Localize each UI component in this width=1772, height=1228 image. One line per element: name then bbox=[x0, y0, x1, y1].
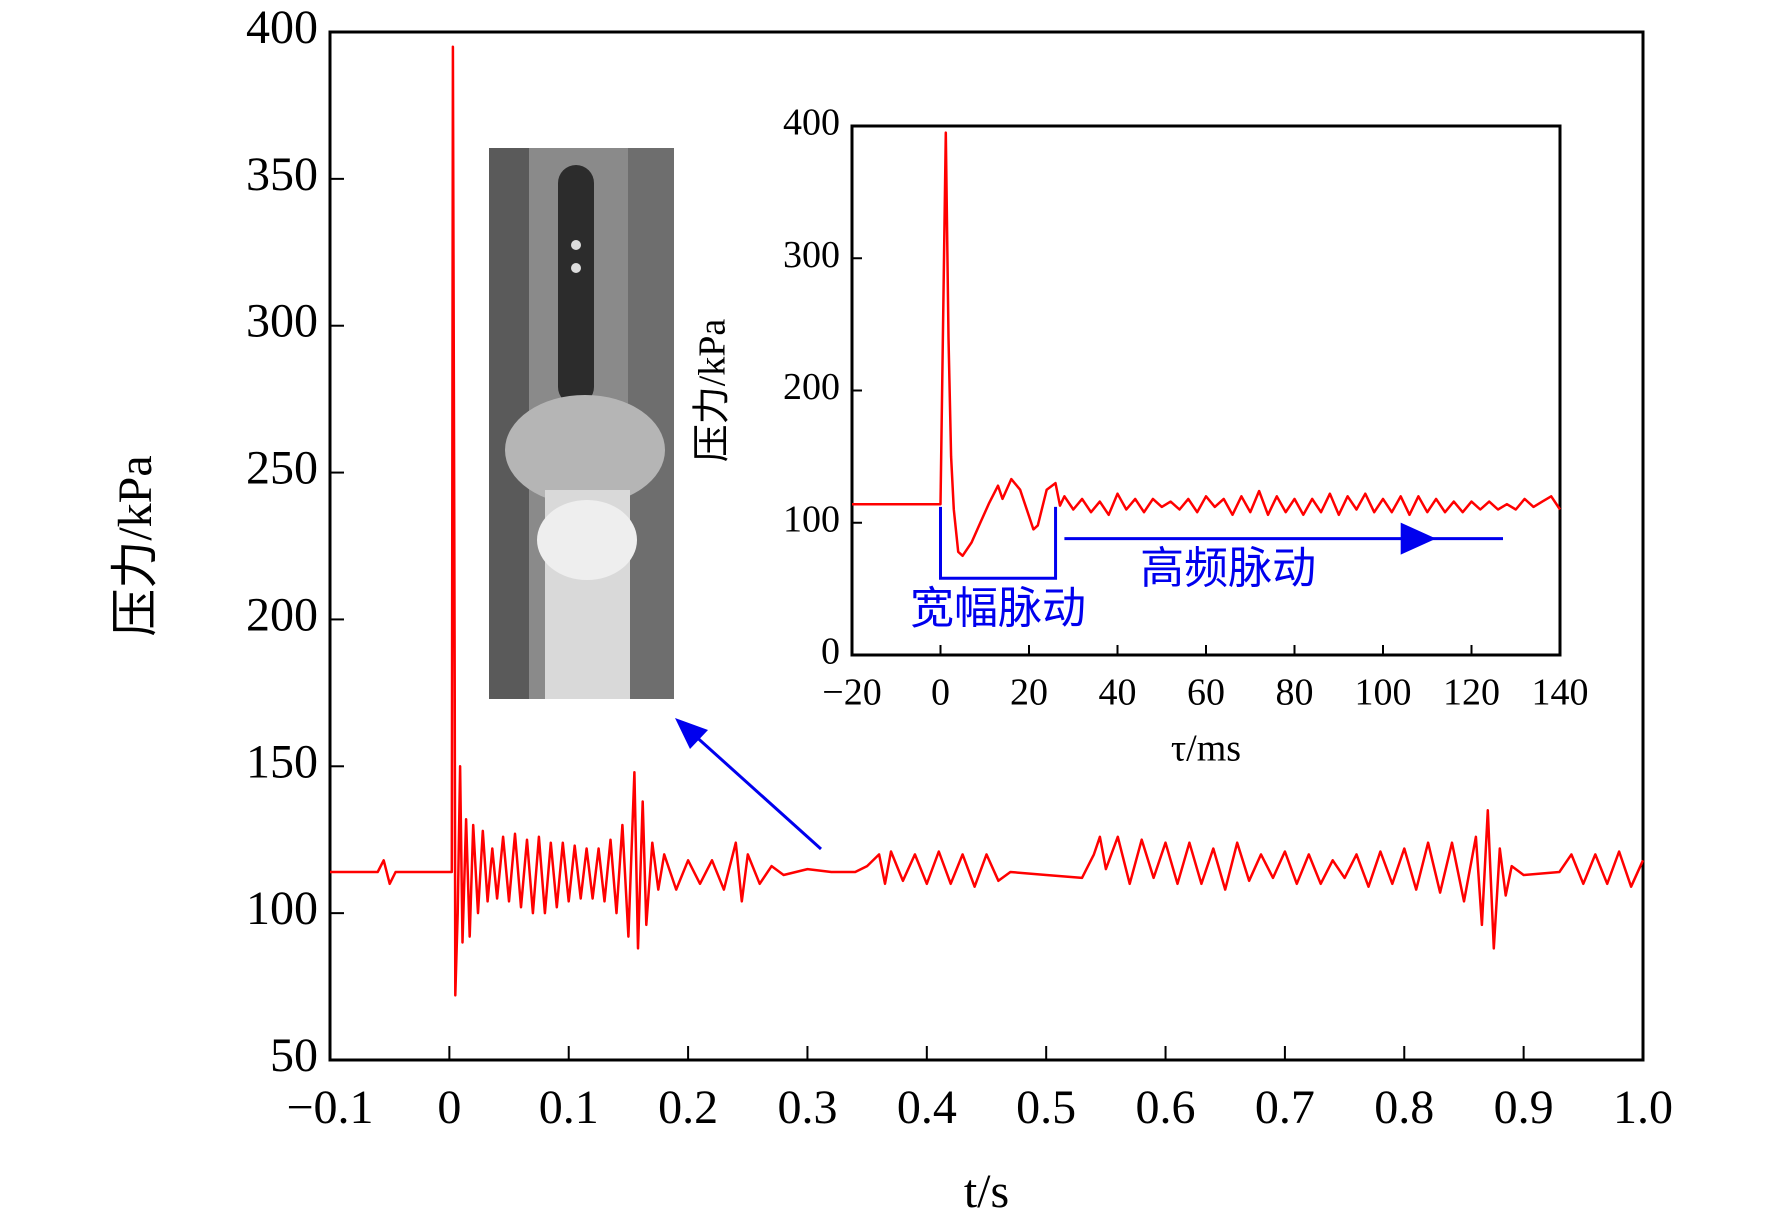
bracket bbox=[939, 506, 1058, 580]
x-tick-label: 0.8 bbox=[1374, 1081, 1434, 1134]
x-tick-label: 0.7 bbox=[1255, 1081, 1315, 1134]
x-tick-label: 0.9 bbox=[1494, 1081, 1554, 1134]
x-tick-label: 20 bbox=[1010, 672, 1048, 714]
arrow-head bbox=[1400, 522, 1437, 555]
x-tick-label: 0.4 bbox=[897, 1081, 957, 1134]
x-tick-label: 60 bbox=[1187, 672, 1225, 714]
x-tick-label: 0.2 bbox=[658, 1081, 718, 1134]
annotation: 宽幅脉动 bbox=[910, 584, 1086, 633]
y-tick-label: 300 bbox=[783, 234, 840, 276]
x-tick-label: 0.3 bbox=[777, 1081, 837, 1134]
y-tick-label: 300 bbox=[246, 295, 318, 348]
y-axis-title: 压力/kPa bbox=[109, 455, 162, 636]
y-tick-label: 0 bbox=[821, 631, 840, 673]
x-tick-label: 100 bbox=[1355, 672, 1412, 714]
y-tick-label: 250 bbox=[246, 442, 318, 495]
plot-area bbox=[850, 124, 1562, 657]
x-tick-label: 0 bbox=[931, 672, 950, 714]
x-tick-label: 80 bbox=[1276, 672, 1314, 714]
x-axis-title: τ/ms bbox=[1171, 728, 1241, 770]
x-tick-label: 0 bbox=[437, 1081, 461, 1134]
line-series bbox=[330, 45, 1645, 997]
x-tick-label: 0.5 bbox=[1016, 1081, 1076, 1134]
arrow-head bbox=[675, 718, 708, 749]
x-tick-label: 40 bbox=[1099, 672, 1137, 714]
x-tick-label: 120 bbox=[1443, 672, 1500, 714]
main-chart: −0.1 0 0.1 0.2 0.3 0.4 0.5 0.6 0.7 0.8 0.9 1.0 50 100… bbox=[109, 1, 1673, 1218]
plot-area bbox=[328, 30, 1645, 1062]
y-tick-label: 400 bbox=[783, 102, 840, 144]
x-tick-label: −20 bbox=[822, 672, 881, 714]
y-tick-label: 100 bbox=[783, 498, 840, 540]
arrow bbox=[690, 731, 823, 851]
x-tick-label: −0.1 bbox=[286, 1081, 373, 1134]
x-tick-label: 0.1 bbox=[539, 1081, 599, 1134]
x-tick-label: 140 bbox=[1532, 672, 1589, 714]
y-tick-label: 350 bbox=[246, 148, 318, 201]
annotation: 高频脉动 bbox=[1140, 544, 1316, 593]
y-axis-title: 压力/kPa bbox=[692, 319, 734, 463]
photo-inset bbox=[489, 148, 674, 699]
y-tick-label: 200 bbox=[783, 366, 840, 408]
y-tick-label: 400 bbox=[246, 1, 318, 54]
y-tick-label: 50 bbox=[270, 1029, 318, 1082]
line-series bbox=[852, 131, 1562, 558]
y-tick-label: 150 bbox=[246, 735, 318, 788]
x-axis-title: t/s bbox=[964, 1165, 1009, 1218]
y-tick-label: 200 bbox=[246, 588, 318, 641]
inset-chart: −20 0 20 40 60 80 100 120 1400100200300400τ/ms压力… bbox=[692, 102, 1589, 770]
x-tick-label: 1.0 bbox=[1613, 1081, 1673, 1134]
y-tick-label: 100 bbox=[246, 882, 318, 935]
x-tick-label: 0.6 bbox=[1136, 1081, 1196, 1134]
